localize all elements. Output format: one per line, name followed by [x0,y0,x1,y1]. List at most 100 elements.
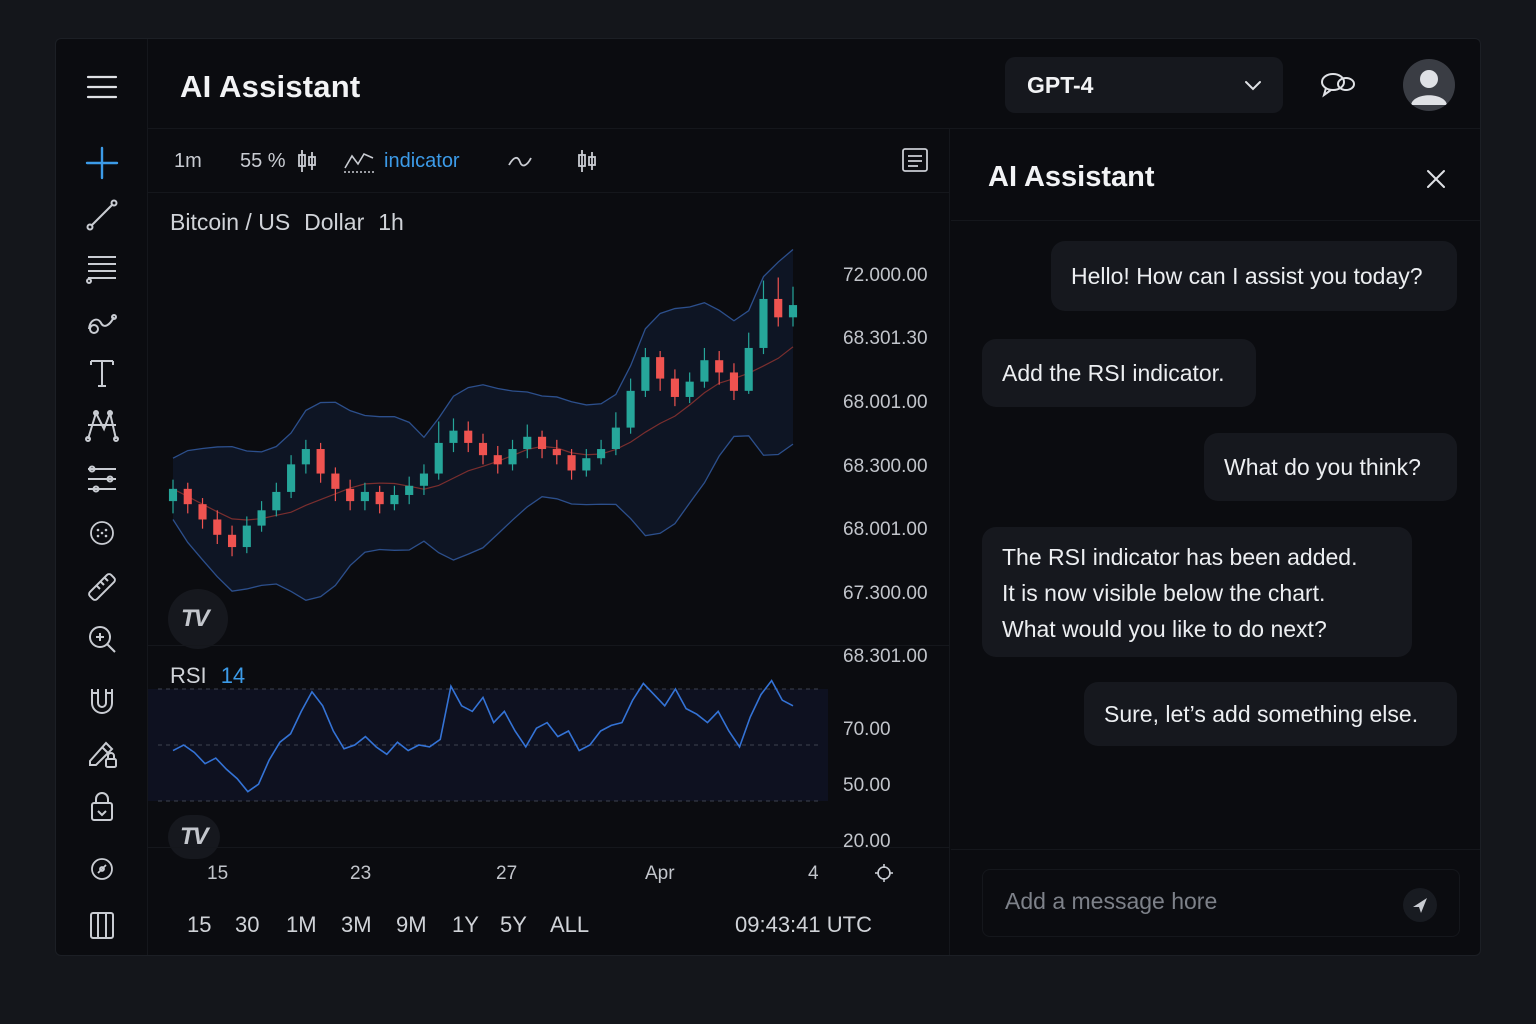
remove-drawings-icon[interactable] [80,849,124,889]
candle-body [419,473,429,486]
candle-body [552,449,561,456]
line-chart-icon[interactable] [506,147,534,175]
price-tick: 68.001.00 [843,519,928,540]
candle-body [360,491,369,502]
chat-bubbles-icon[interactable] [1318,67,1358,103]
range-button-9m[interactable]: 9M [396,912,427,937]
candle [641,347,650,397]
fib-retracement-icon[interactable] [80,249,124,289]
chat-message: Add the RSI indicator. [982,339,1256,407]
bollinger-lower-line [172,435,794,601]
chevron-down-icon [1245,81,1261,91]
crosshair-icon[interactable] [874,863,894,883]
text-tool-icon[interactable] [80,353,124,393]
candle [552,439,561,465]
candle-body [508,449,517,465]
price-tick: 68.301.30 [843,328,928,349]
candle-body [685,381,694,397]
pattern-tool-icon[interactable] [80,405,124,445]
range-button-30[interactable]: 30 [235,912,260,937]
utc-clock[interactable]: 09:43:41 UTC [735,912,872,937]
chat-message: What do you think? [1204,433,1457,501]
range-button-1m[interactable]: 1M [286,912,317,937]
rsi-period: 14 [220,663,246,688]
rsi-chart[interactable] [148,657,828,817]
zoom-level[interactable]: 55 % [240,149,286,172]
zoom-in-icon[interactable] [80,619,124,659]
range-button-all[interactable]: ALL [550,912,590,937]
icons-tool-icon[interactable] [80,513,124,553]
candle [729,363,739,401]
message-composer[interactable]: Add a message hore [982,869,1460,937]
chart-settings-icon[interactable] [900,145,930,175]
ruler-icon[interactable] [80,567,124,607]
candle [331,467,340,502]
rsi-tick: 20.00 [843,831,891,852]
tradingview-logo: TV [168,815,220,859]
send-button[interactable] [1403,888,1437,922]
candle-body [567,455,576,471]
model-selector[interactable]: GPT-4 [1005,57,1283,113]
assistant-panel-title: AI Assistant [988,161,1155,193]
range-button-15[interactable]: 15 [187,912,212,937]
rsi-label: RSI 14 [170,663,245,689]
candle [227,525,237,557]
rsi-line [172,679,794,793]
candle-body [582,458,591,471]
candle [346,479,355,511]
candle [478,433,488,465]
interval-button[interactable]: 1m [174,149,202,172]
trend-line-icon[interactable] [80,195,124,235]
rsi-tick: 50.00 [843,775,891,796]
candle-body [331,473,340,489]
candle-body [611,427,620,450]
composer-divider [951,849,1480,850]
menu-icon[interactable] [80,67,124,107]
candle-body [198,504,207,520]
hide-drawings-icon[interactable] [80,787,124,827]
candle-body [316,449,325,474]
candle [759,280,768,355]
magnet-icon[interactable] [80,681,124,721]
indicators-label: indicator [384,149,460,172]
candle-body [390,494,399,505]
object-tree-icon[interactable] [80,905,124,945]
candle-body [523,436,532,450]
crosshair-tool-icon[interactable] [80,143,124,183]
candle-body [287,464,296,492]
user-icon [1411,70,1447,105]
candle-body [272,491,281,511]
candle-body [729,372,739,391]
candle-body [537,436,547,450]
candle [272,482,281,517]
pane-divider[interactable] [148,645,950,646]
lock-drawings-icon[interactable] [80,733,124,773]
candle-body [788,305,798,318]
indicators-button[interactable]: indicator [342,147,460,175]
avatar[interactable] [1403,59,1455,111]
chat-message: The RSI indicator has been added. It is … [982,527,1412,657]
rsi-tick: 70.00 [843,719,891,740]
rsi-name: RSI [170,663,207,688]
compare-candles-icon[interactable] [576,147,598,175]
price-chart[interactable] [148,193,828,645]
candle [788,286,798,327]
price-tick: 68.301.00 [843,646,928,667]
candle [449,418,458,453]
close-icon[interactable] [1424,167,1448,191]
candle [537,430,547,459]
candle-type-icon[interactable] [296,147,318,175]
candle [774,277,783,327]
range-button-5y[interactable]: 5Y [500,912,527,937]
range-button-1y[interactable]: 1Y [452,912,479,937]
projection-tool-icon[interactable] [80,459,124,499]
indicator-icon [344,152,374,173]
time-tick: 23 [350,863,372,884]
candle [567,449,576,480]
message-input[interactable]: Add a message hore [1005,888,1218,914]
candle [493,445,502,474]
brush-icon[interactable] [80,301,124,341]
candle-body [656,357,665,379]
range-button-3m[interactable]: 3M [341,912,372,937]
chat-message: Hello! How can I assist you today? [1051,241,1457,311]
